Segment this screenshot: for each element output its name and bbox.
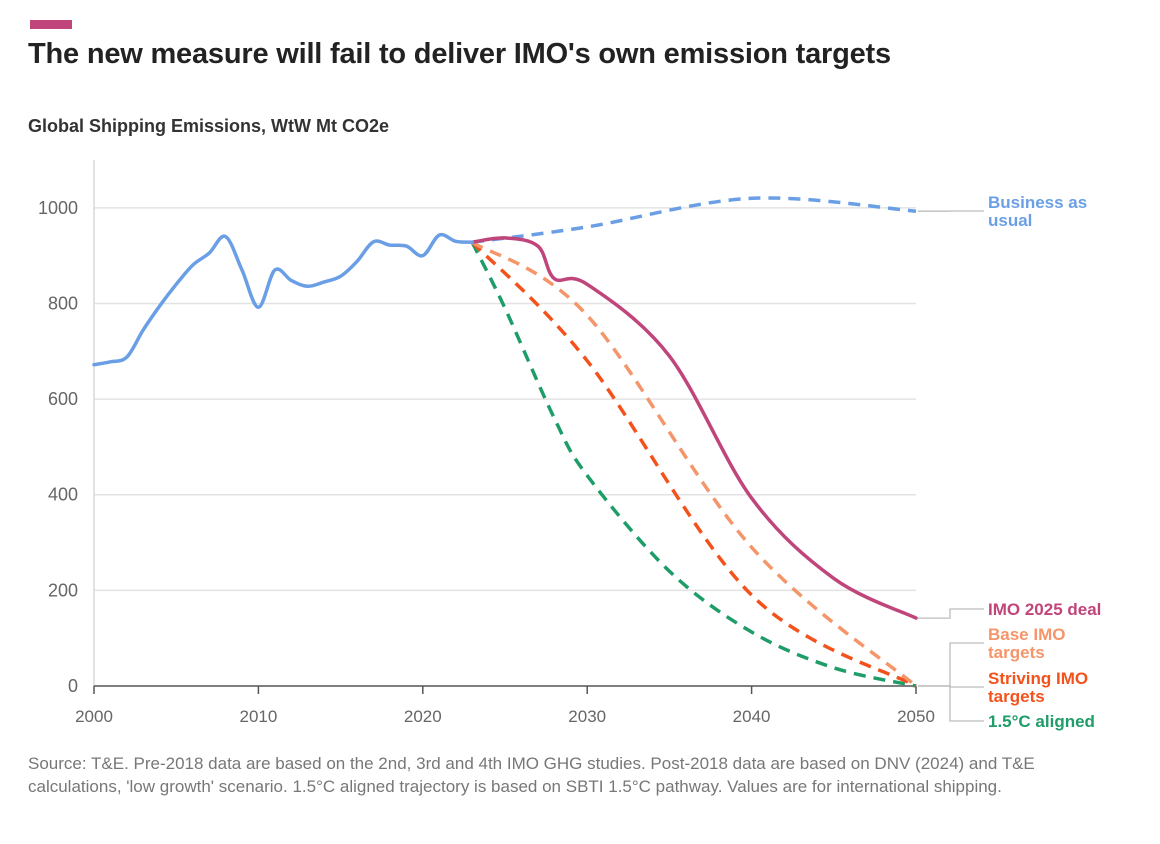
series-label: Business as usual [988,193,1087,230]
business-as-usual-line [471,196,917,244]
series-label-line: 1.5°C aligned [988,712,1095,731]
y-tick-label: 200 [48,580,78,600]
x-tick-label: 2020 [404,707,442,726]
x-tick-label: 2040 [733,707,771,726]
accent-bar [30,20,72,29]
series-label-line: usual [988,211,1032,230]
grid [94,207,916,592]
source-note: Source: T&E. Pre-2018 data are based on … [28,754,1035,796]
y-tick-label: 600 [48,389,78,409]
imo-2025-deal-line [470,236,918,620]
series-label-line: Business as [988,193,1087,212]
chart-title: The new measure will fail to deliver IMO… [28,38,891,70]
series-label-line: targets [988,687,1045,706]
x-tick-label: 2050 [897,707,935,726]
historical-emissions-line [92,232,474,367]
series-label-line: Base IMO [988,625,1065,644]
leader-line [918,608,984,619]
series-label: IMO 2025 deal [988,600,1101,619]
series-group [92,196,918,688]
y-tick-label: 1000 [38,198,78,218]
striving-imo-targets-line [470,240,917,688]
x-tick-label: 2030 [568,707,606,726]
series-label: Base IMO targets [988,625,1065,662]
series-label-line: targets [988,643,1045,662]
y-tick-label: 0 [68,676,78,696]
leader-line [918,642,984,687]
series-label: Striving IMO targets [988,669,1088,706]
leader-line [918,685,984,722]
series-label: 1.5°C aligned [988,712,1095,731]
y-tick-label: 800 [48,293,78,313]
chart-subtitle: Global Shipping Emissions, WtW Mt CO2e [28,116,390,136]
x-tick-label: 2010 [239,707,277,726]
series-label-line: IMO 2025 deal [988,600,1101,619]
base-imo-targets-line [471,240,918,688]
1-5-c-aligned-line [470,241,917,688]
y-tick-label: 400 [48,485,78,505]
axes: 0 200 400 600 800 1000 2000 2010 2020 2030 2040 205… [38,160,935,726]
x-tick-label: 2000 [75,707,113,726]
series-label-line: Striving IMO [988,669,1088,688]
